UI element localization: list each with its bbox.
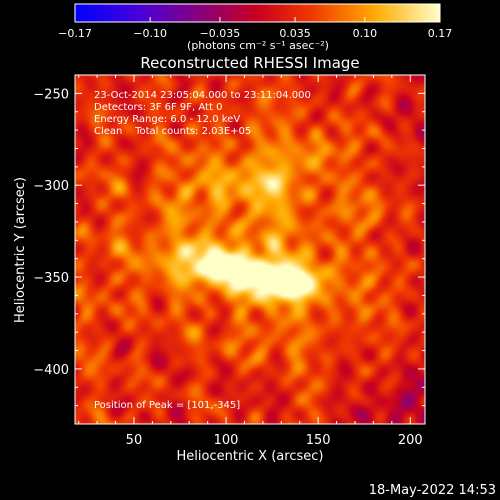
plot-frame	[74, 74, 426, 425]
x-tick-label: 150	[306, 433, 331, 448]
y-tick-label: −400	[33, 363, 69, 378]
x-tick-label: 100	[214, 433, 239, 448]
colorbar-tick-label: −0.10	[133, 27, 167, 40]
y-tick-label: −350	[33, 271, 69, 286]
x-axis-ticks: 50 100 150 200	[78, 75, 423, 448]
x-tick-label: 50	[126, 433, 143, 448]
peak-position-label: Position of Peak = [101,-345]	[94, 400, 240, 411]
colorbar: −0.17 −0.10 −0.035 0.035 0.10 0.17 (photons c…	[58, 3, 452, 52]
x-axis-label: Heliocentric X (arcsec)	[177, 449, 324, 464]
heatmap-raster	[75, 75, 425, 424]
colorbar-tick-label: 0.035	[279, 27, 311, 40]
y-axis-ticks: −250 −300 −350 −400	[33, 74, 425, 425]
colorbar-unit-label: (photons cm⁻² s⁻¹ asec⁻²)	[187, 39, 329, 52]
annotations: 23-Oct-2014 23:05:04.000 to 23:11:04.000…	[94, 90, 311, 411]
colorbar-tick-label: 0.17	[428, 27, 453, 40]
colorbar-gradient	[74, 3, 441, 23]
annotation-clean-counts: Clean Total counts: 2.03E+05	[94, 126, 251, 137]
annotation-time-range: 23-Oct-2014 23:05:04.000 to 23:11:04.000	[94, 90, 311, 101]
x-tick-label: 200	[398, 433, 423, 448]
y-tick-label: −300	[33, 179, 69, 194]
plot-title: Reconstructed RHESSI Image	[140, 54, 359, 72]
heatmap-image	[75, 75, 425, 424]
colorbar-tick-label: 0.10	[353, 27, 378, 40]
annotation-energy-range: Energy Range: 6.0 - 12.0 keV	[94, 114, 240, 125]
y-axis-label: Heliocentric Y (arcsec)	[13, 177, 28, 323]
y-tick-label: −250	[33, 87, 69, 102]
annotation-detectors: Detectors: 3F 6F 9F, Att 0	[94, 102, 222, 113]
colorbar-tick-label: −0.035	[200, 27, 241, 40]
colorbar-ticks: −0.17 −0.10 −0.035 0.035 0.10 0.17	[58, 17, 452, 40]
colorbar-tick-label: −0.17	[58, 27, 92, 40]
footer-timestamp: 18-May-2022 14:53	[369, 483, 496, 498]
